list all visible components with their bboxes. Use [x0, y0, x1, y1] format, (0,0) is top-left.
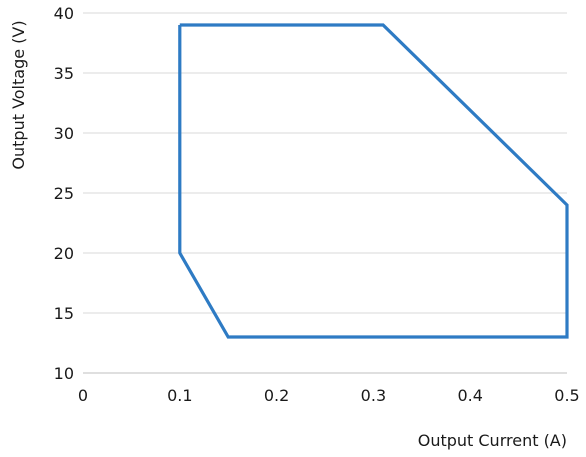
x-tick-label: 0.1	[167, 386, 192, 405]
y-tick-label: 35	[54, 64, 74, 83]
tick-labels: 10 15 20 25 30 35 40 0 0.1 0.2 0.3 0.4 0.5	[54, 4, 580, 405]
x-tick-label: 0.5	[554, 386, 579, 405]
y-tick-label: 15	[54, 304, 74, 323]
x-tick-label: 0.3	[361, 386, 386, 405]
y-tick-label: 20	[54, 244, 74, 263]
x-axis-title: Output Current (A)	[418, 431, 567, 450]
y-axis-title: Output Voltage (V)	[9, 20, 28, 169]
series-line	[178, 23, 569, 339]
y-tick-label: 30	[54, 124, 74, 143]
y-tick-label: 40	[54, 4, 74, 23]
series-layer	[178, 23, 569, 339]
x-tick-label: 0.4	[457, 386, 482, 405]
y-tick-label: 25	[54, 184, 74, 203]
x-tick-label: 0.2	[264, 386, 289, 405]
y-tick-label: 10	[54, 364, 74, 383]
gridlines	[83, 12, 567, 314]
x-tick-label: 0	[78, 386, 88, 405]
